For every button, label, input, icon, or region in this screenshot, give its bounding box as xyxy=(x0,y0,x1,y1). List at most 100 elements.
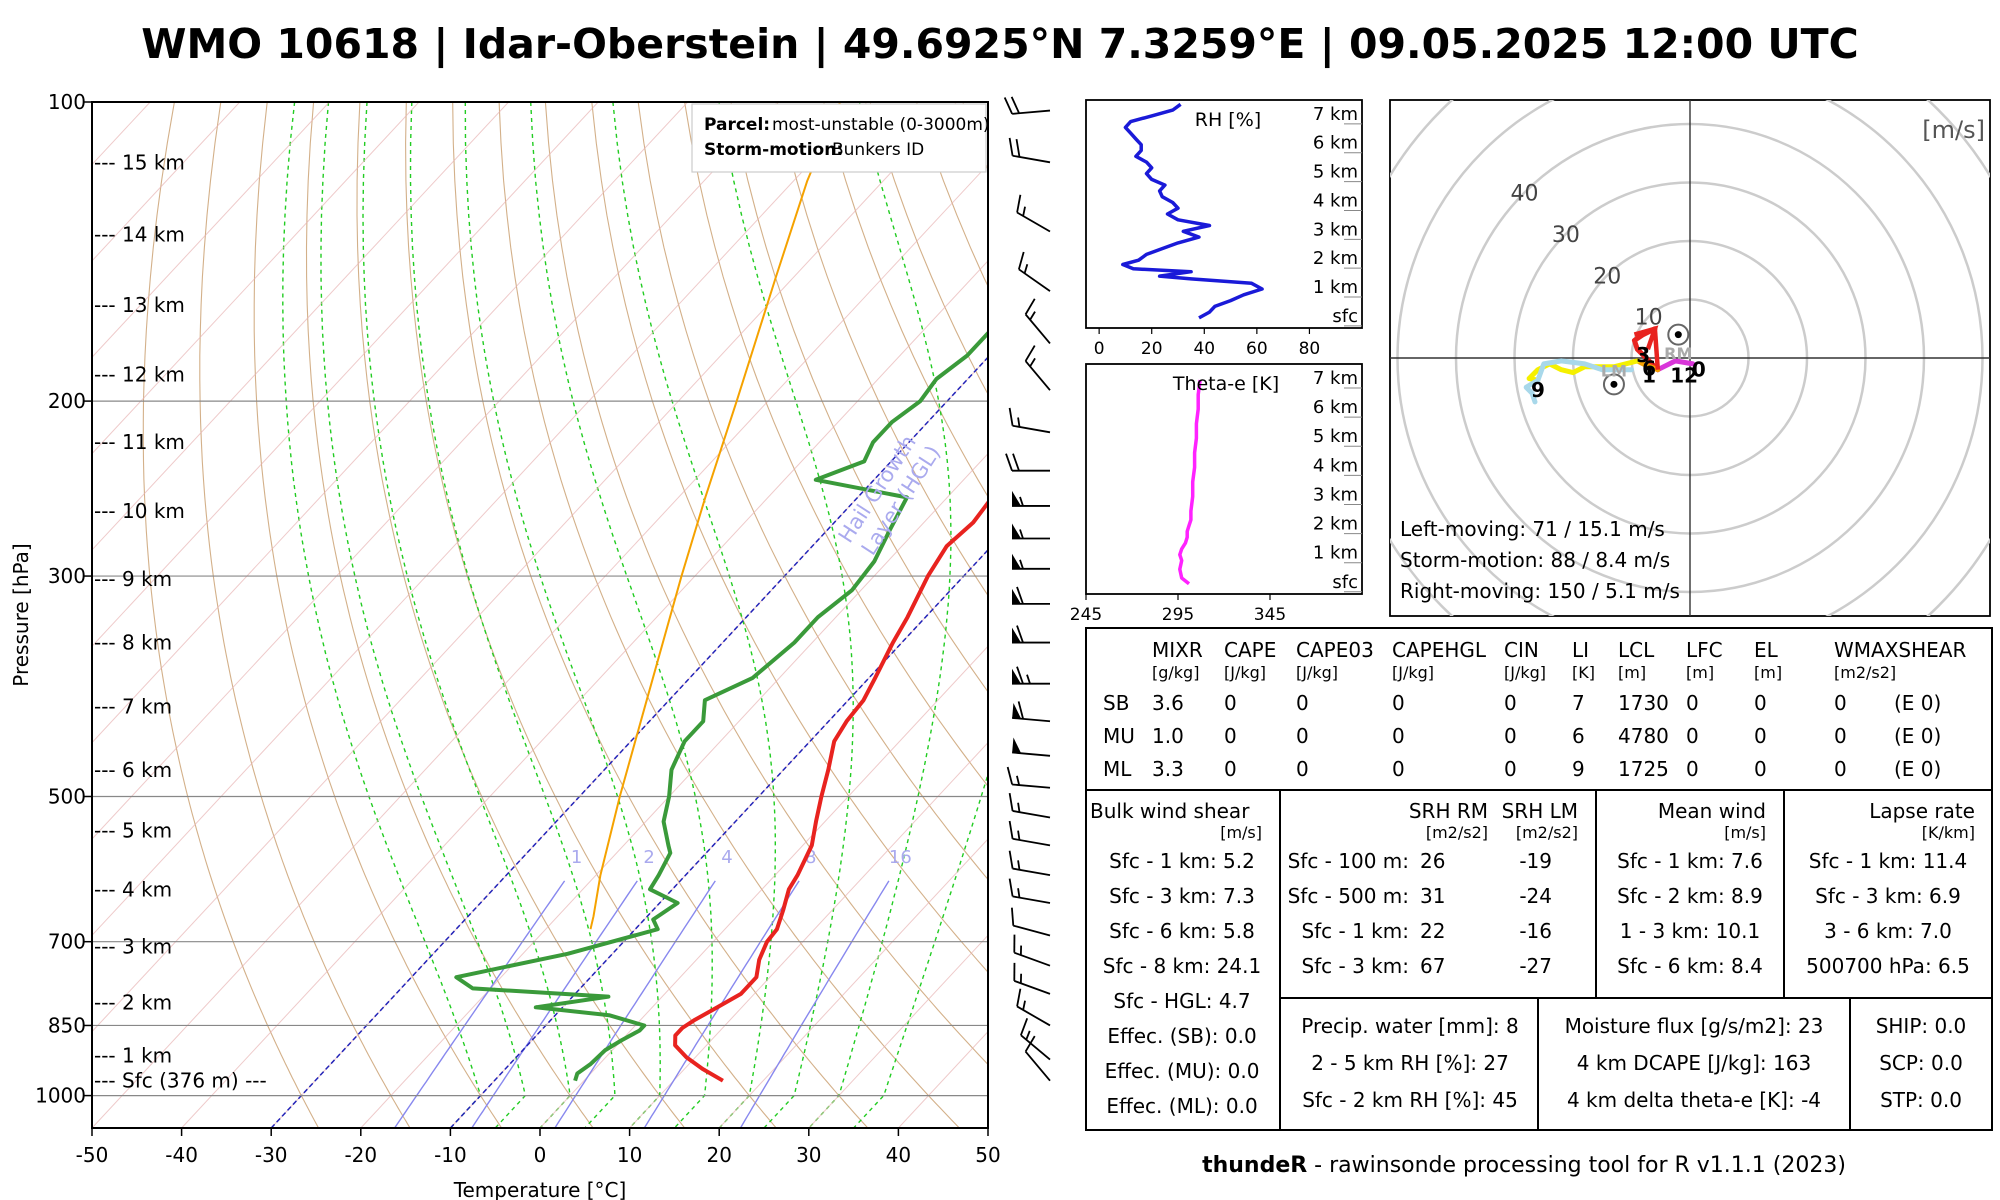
wind-barb xyxy=(1016,194,1051,233)
hodograph-label: 3 xyxy=(1636,343,1650,367)
column-header: WMAXSHEAR xyxy=(1834,638,1966,662)
moist-adiabat xyxy=(852,771,988,1128)
height-label: --- 3 km xyxy=(94,935,172,959)
height-label: sfc xyxy=(1332,572,1358,593)
table-cell: 0 xyxy=(1834,724,1847,748)
x-tick-label: 60 xyxy=(1246,339,1268,359)
height-label: 5 km xyxy=(1313,426,1358,447)
wind-barb xyxy=(1012,586,1050,605)
moist-adiabat xyxy=(718,102,854,1128)
wind-barb xyxy=(1024,345,1051,391)
wind-barb xyxy=(1012,625,1050,644)
table-cell: 0 xyxy=(1834,757,1847,781)
wind-barbs-column xyxy=(1003,96,1051,1082)
srh-label: Sfc - 3 km: xyxy=(1301,954,1409,978)
table-cell: 1725 xyxy=(1618,757,1669,781)
barb-staff xyxy=(1012,810,1051,819)
barb-staff xyxy=(1024,313,1051,345)
barb-full xyxy=(1024,1035,1036,1053)
barb-staff xyxy=(1012,895,1051,904)
profile-line xyxy=(1121,102,1264,320)
skewt-isobars xyxy=(92,400,988,1097)
column-unit: [m] xyxy=(1754,663,1782,682)
wind-barb xyxy=(1003,96,1051,115)
table-cell: 0 xyxy=(1224,724,1237,748)
height-label: 6 km xyxy=(1313,397,1358,418)
table-cell: 0 xyxy=(1686,757,1699,781)
parcel-table: MIXR[g/kg]CAPE[J/kg]CAPE03[J/kg]CAPEHGL[… xyxy=(1103,638,1966,781)
barb-half xyxy=(1022,1000,1026,1011)
mixing-ratio-line xyxy=(739,880,890,1128)
x-tick-label: 50 xyxy=(975,1143,1000,1167)
isotherm xyxy=(539,645,988,1128)
table-cell: (E 0) xyxy=(1894,757,1941,781)
height-label: --- 12 km xyxy=(94,362,185,386)
barb-staff xyxy=(1016,211,1051,233)
moist-adiabat xyxy=(362,102,571,1128)
mixing-ratio-line xyxy=(554,880,716,1128)
barb-staff xyxy=(1024,360,1051,391)
isotherm xyxy=(92,102,957,1033)
barb-half xyxy=(1026,674,1031,684)
legend-parcel-value: most-unstable (0-3000m) xyxy=(772,115,990,135)
table-cell: 0 xyxy=(1392,724,1405,748)
table-cell: 0 xyxy=(1754,691,1767,715)
barb-full xyxy=(1016,194,1022,213)
bulk-wind-shear-table: Bulk wind shear[m/s] Sfc - 1 km: 5.2 Sfc -… xyxy=(1090,799,1262,1118)
moist-adiabat xyxy=(612,102,776,1128)
x-tick-label: -20 xyxy=(344,1143,377,1167)
legend-parcel-key: Parcel: xyxy=(704,115,770,135)
barb-half xyxy=(1016,775,1020,786)
footer-text: - rawinsonde processing tool for R v1.1.… xyxy=(1307,1153,1846,1178)
isotherm xyxy=(92,102,599,648)
mixing-ratio-label: 16 xyxy=(889,847,912,868)
column-unit: [m] xyxy=(1686,663,1714,682)
wind-barb xyxy=(1012,490,1050,507)
hodograph-readout: Left-moving: 71 / 15.1 m/s xyxy=(1400,517,1665,541)
moist-adiabat xyxy=(807,102,952,1128)
legend-storm-key: Storm-motion: xyxy=(704,140,843,160)
thetae-panel: 7 km 6 km 5 km 4 km 3 km 2 km 1 km sfc Theta-e … xyxy=(1070,363,1363,625)
height-label: --- 14 km xyxy=(94,223,185,247)
figure-title: WMO 10618 | Idar-Oberstein | 49.6925°N 7… xyxy=(141,20,1858,69)
x-tick-label: 345 xyxy=(1254,605,1286,625)
pressure-tick-label: 850 xyxy=(48,1013,86,1037)
flux-row: Moisture flux [g/s/m2]: 23 xyxy=(1565,1014,1824,1038)
table-cell: 0 xyxy=(1392,691,1405,715)
mean-wind-table: Mean wind[m/s] Sfc - 1 km: 7.6 Sfc - 2 km:… xyxy=(1617,799,1766,978)
x-tick-label: -40 xyxy=(165,1143,198,1167)
parameter-tables: MIXR[g/kg]CAPE[J/kg]CAPE03[J/kg]CAPEHGL[… xyxy=(1085,627,1993,1131)
wind-barb xyxy=(1012,666,1050,685)
table-cell: 0 xyxy=(1224,691,1237,715)
column-unit: [m] xyxy=(1618,663,1646,682)
hodograph-label: 0 xyxy=(1692,358,1706,382)
bulk-row: Sfc - 1 km: 5.2 xyxy=(1109,849,1255,873)
hodograph-segment xyxy=(1523,377,1541,405)
barb-full xyxy=(1013,934,1016,953)
thetae-frame xyxy=(1085,363,1363,595)
hodograph-readout: Right-moving: 150 / 5.1 m/s xyxy=(1400,579,1680,603)
mixing-ratio-label: 2 xyxy=(643,847,654,868)
isotherm xyxy=(92,102,689,744)
table-cell: 9 xyxy=(1572,757,1585,781)
x-tick-label: 30 xyxy=(796,1143,821,1167)
mixing-ratio-label: 1 xyxy=(571,847,582,868)
meanwind-unit: [m/s] xyxy=(1724,823,1766,842)
height-label: 1 km xyxy=(1313,543,1358,564)
meanwind-row: Sfc - 6 km: 8.4 xyxy=(1617,954,1763,978)
column-header: CAPE xyxy=(1224,638,1276,662)
hodograph-label: RM xyxy=(1664,344,1692,363)
isotherm xyxy=(92,102,509,551)
index-row: SCP: 0.0 xyxy=(1879,1051,1963,1075)
height-label: 3 km xyxy=(1313,219,1358,240)
barb-staff xyxy=(1020,1034,1051,1061)
column-header: LFC xyxy=(1686,638,1723,662)
moist-adiabat xyxy=(409,102,616,1128)
lapse-header: Lapse rate xyxy=(1869,799,1975,823)
meanwind-row: 1 - 3 km: 10.1 xyxy=(1620,919,1760,943)
hodograph-readout: Storm-motion: 88 / 8.4 m/s xyxy=(1400,548,1670,572)
table-cell: 6 xyxy=(1572,724,1585,748)
height-label: --- 1 km xyxy=(94,1043,172,1067)
arrow-head xyxy=(1633,325,1659,350)
row-label: SB xyxy=(1103,691,1129,715)
